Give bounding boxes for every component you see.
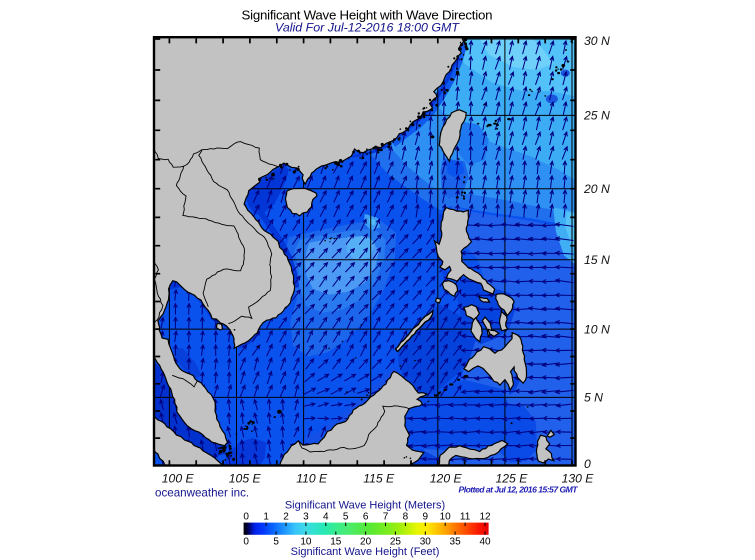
svg-text:11: 11 bbox=[460, 512, 471, 523]
svg-text:125 E: 125 E bbox=[495, 472, 528, 486]
svg-text:25: 25 bbox=[390, 537, 402, 548]
svg-text:0: 0 bbox=[243, 512, 249, 523]
svg-text:4: 4 bbox=[323, 512, 329, 523]
svg-text:15: 15 bbox=[330, 537, 342, 548]
svg-text:1: 1 bbox=[263, 512, 269, 523]
svg-text:6: 6 bbox=[363, 512, 369, 523]
svg-text:Valid For Jul-12-2016 18:00 GM: Valid For Jul-12-2016 18:00 GMT bbox=[275, 21, 461, 35]
svg-text:0: 0 bbox=[243, 537, 249, 548]
svg-text:0: 0 bbox=[584, 457, 591, 471]
svg-text:100 E: 100 E bbox=[162, 472, 195, 486]
svg-text:Significant Wave Height (Feet): Significant Wave Height (Feet) bbox=[291, 546, 440, 558]
svg-text:oceanweather inc.: oceanweather inc. bbox=[155, 487, 249, 500]
svg-text:8: 8 bbox=[403, 512, 409, 523]
svg-text:105 E: 105 E bbox=[229, 472, 262, 486]
svg-text:Plotted at Jul 12, 2016 15:57: Plotted at Jul 12, 2016 15:57 GMT bbox=[459, 485, 579, 495]
svg-text:Significant Wave Height with W: Significant Wave Height with Wave Direct… bbox=[242, 8, 493, 23]
svg-text:10: 10 bbox=[440, 512, 452, 523]
svg-text:10 N: 10 N bbox=[584, 322, 610, 336]
svg-text:30 N: 30 N bbox=[584, 34, 610, 48]
svg-text:9: 9 bbox=[423, 512, 429, 523]
svg-text:40: 40 bbox=[479, 537, 491, 548]
svg-text:5: 5 bbox=[343, 512, 349, 523]
svg-text:15 N: 15 N bbox=[584, 253, 610, 267]
svg-text:10: 10 bbox=[300, 537, 312, 548]
svg-text:130 E: 130 E bbox=[562, 472, 595, 486]
svg-text:7: 7 bbox=[383, 512, 389, 523]
svg-text:110 E: 110 E bbox=[296, 472, 328, 486]
svg-text:30: 30 bbox=[420, 537, 432, 548]
svg-text:5 N: 5 N bbox=[584, 391, 603, 405]
svg-text:2: 2 bbox=[283, 512, 289, 523]
svg-text:5: 5 bbox=[273, 537, 279, 548]
svg-text:35: 35 bbox=[450, 537, 462, 548]
svg-text:20 N: 20 N bbox=[583, 182, 610, 196]
svg-text:12: 12 bbox=[479, 512, 491, 523]
svg-text:20: 20 bbox=[360, 537, 372, 548]
svg-text:25 N: 25 N bbox=[583, 109, 610, 123]
svg-text:120 E: 120 E bbox=[430, 472, 463, 486]
svg-text:3: 3 bbox=[303, 512, 309, 523]
svg-text:115 E: 115 E bbox=[363, 472, 395, 486]
svg-text:Significant Wave Height (Meter: Significant Wave Height (Meters) bbox=[285, 500, 445, 512]
